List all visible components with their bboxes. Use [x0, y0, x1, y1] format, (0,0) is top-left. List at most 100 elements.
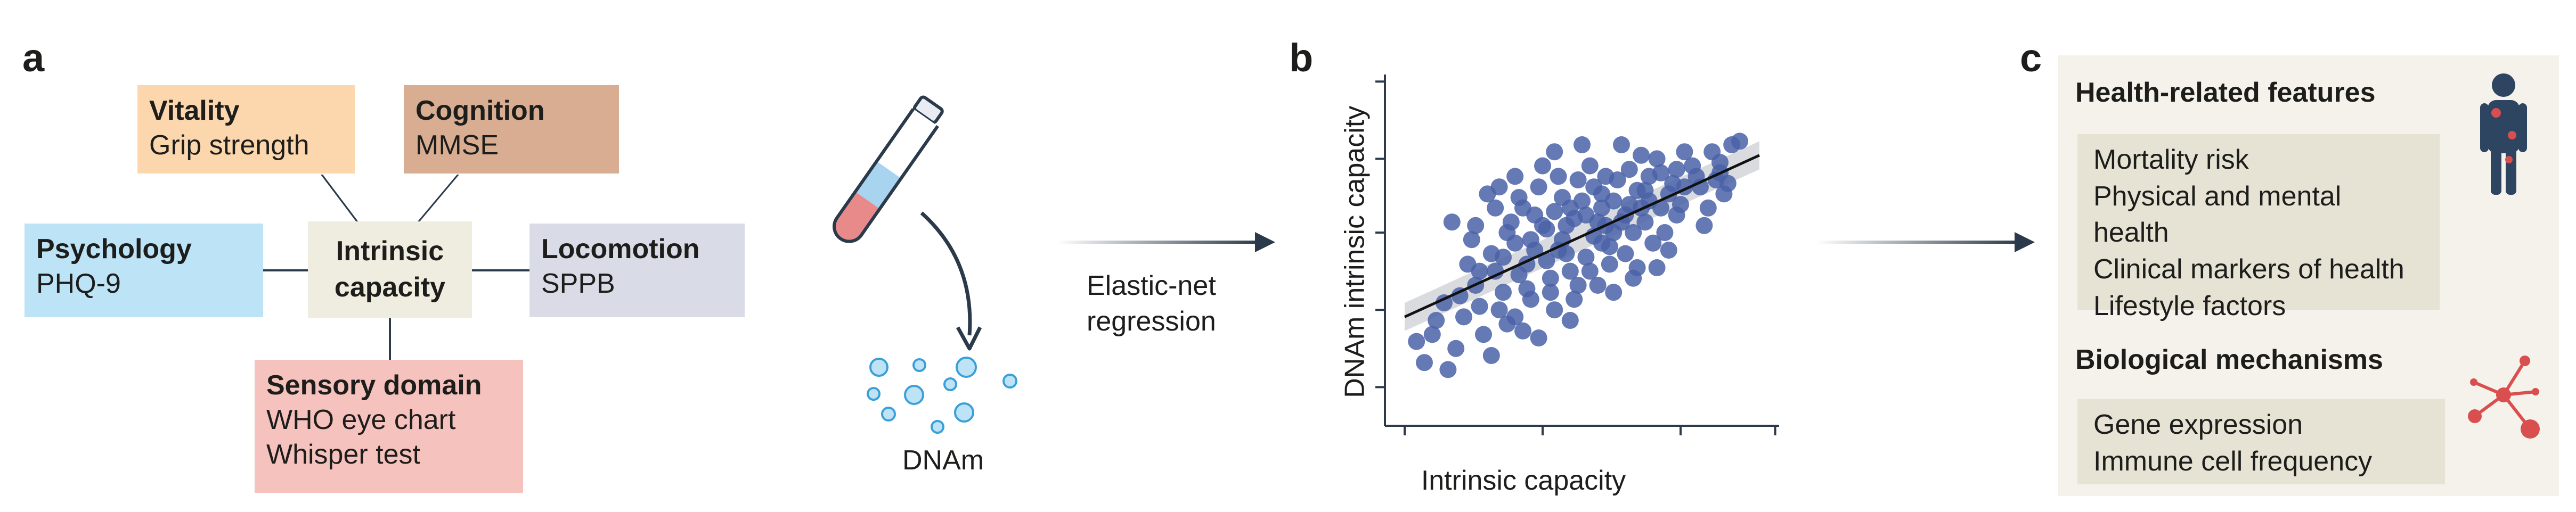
- data-point: [1617, 245, 1634, 262]
- test-tube-icon: [833, 95, 944, 243]
- psychology-title: Psychology: [36, 234, 192, 265]
- data-point: [1625, 269, 1642, 287]
- data-point: [1534, 217, 1551, 234]
- data-point: [1569, 171, 1587, 188]
- data-point: [1436, 294, 1453, 311]
- cognition-title: Cognition: [415, 95, 545, 126]
- data-point: [1542, 269, 1559, 287]
- data-point: [1581, 157, 1599, 175]
- data-point: [1490, 178, 1508, 196]
- data-point: [1416, 354, 1433, 371]
- data-point: [1423, 326, 1441, 343]
- data-point: [1577, 249, 1595, 266]
- connector-line: [321, 175, 359, 222]
- data-point: [1566, 291, 1583, 308]
- elastic-net-line-1: Elastic-net: [1087, 270, 1216, 301]
- data-point: [1648, 259, 1666, 276]
- data-point: [1558, 217, 1575, 234]
- network-node-icon: [2468, 356, 2540, 439]
- elastic-net-line-2: regression: [1087, 305, 1216, 337]
- data-point: [1546, 301, 1563, 319]
- health-item: Clinical markers of health: [2093, 253, 2404, 285]
- sensory-box: Sensory domain WHO eye chart Whisper tes…: [255, 360, 523, 493]
- panel-a-letter: a: [22, 36, 45, 80]
- sensory-title: Sensory domain: [266, 370, 482, 401]
- data-point: [1589, 277, 1607, 294]
- health-item: Physical and mental health: [2093, 180, 2342, 249]
- elastic-net-label: Elastic-net regression: [1087, 268, 1216, 339]
- data-point: [1439, 361, 1457, 378]
- connector-line: [389, 318, 391, 360]
- data-point: [1463, 231, 1480, 249]
- biological-mechanisms-title: Biological mechanisms: [2075, 344, 2383, 375]
- data-point: [1538, 252, 1555, 269]
- data-point: [1447, 340, 1465, 357]
- data-point: [1502, 213, 1520, 231]
- data-point: [1561, 262, 1579, 280]
- data-point: [1482, 347, 1500, 364]
- data-point: [1640, 192, 1658, 210]
- bio-item: Gene expression: [2093, 409, 2303, 440]
- vitality-detail: Grip strength: [149, 130, 309, 161]
- biological-mechanisms-list: Gene expression Immune cell frequency: [2077, 399, 2445, 484]
- health-item: Mortality risk: [2093, 144, 2249, 175]
- connector-line: [472, 269, 529, 271]
- data-point: [1699, 199, 1717, 217]
- data-point: [1695, 217, 1713, 234]
- scatter-chart: [1375, 75, 1779, 435]
- arrow-right-icon: [1816, 232, 2035, 252]
- data-point: [1546, 143, 1563, 161]
- data-point: [1455, 308, 1472, 326]
- cognition-box: Cognition MMSE: [404, 85, 619, 174]
- data-point: [1408, 333, 1425, 350]
- human-body-icon: [2480, 73, 2527, 195]
- center-line-2: capacity: [334, 272, 446, 303]
- data-point: [1546, 203, 1563, 220]
- data-point: [1487, 199, 1504, 217]
- data-point: [1467, 217, 1485, 234]
- data-point: [1530, 178, 1547, 196]
- x-axis-label: Intrinsic capacity: [1421, 465, 1626, 496]
- data-point: [1428, 312, 1445, 329]
- data-point: [1487, 262, 1504, 280]
- data-point: [1569, 277, 1587, 294]
- locomotion-detail: SPPB: [541, 268, 615, 299]
- data-point: [1514, 322, 1531, 340]
- panel-c-letter: c: [2020, 36, 2042, 80]
- data-point: [1574, 192, 1591, 210]
- data-point: [1593, 185, 1610, 203]
- data-point: [1613, 213, 1630, 231]
- data-point: [1601, 255, 1618, 273]
- cognition-detail: MMSE: [415, 130, 499, 161]
- data-point: [1495, 249, 1512, 266]
- data-point: [1530, 329, 1547, 346]
- data-point: [1620, 161, 1638, 178]
- vitality-title: Vitality: [149, 95, 240, 126]
- data-point: [1672, 196, 1689, 213]
- intrinsic-capacity-node: Intrinsic capacity: [308, 221, 472, 318]
- data-point: [1574, 136, 1591, 153]
- locomotion-title: Locomotion: [541, 234, 700, 265]
- regression-line: [1404, 154, 1760, 318]
- panel-b-letter: b: [1289, 36, 1314, 80]
- data-point: [1518, 280, 1536, 298]
- data-point: [1550, 168, 1567, 185]
- data-point: [1648, 150, 1666, 168]
- curved-arrow-icon: [920, 211, 972, 336]
- data-point: [1703, 143, 1721, 161]
- sensory-detail-2: Whisper test: [266, 439, 420, 470]
- data-point: [1506, 168, 1524, 185]
- data-point: [1459, 255, 1477, 273]
- data-point: [1495, 284, 1512, 301]
- psychology-box: Psychology PHQ-9: [25, 224, 263, 317]
- data-point: [1613, 136, 1630, 153]
- test-tube-illustration: [833, 95, 1017, 434]
- data-point: [1510, 266, 1528, 284]
- dnam-label: DNAm: [902, 445, 984, 476]
- data-point: [1510, 189, 1528, 206]
- health-features-title: Health-related features: [2075, 77, 2376, 108]
- data-point: [1558, 245, 1575, 262]
- bio-item: Immune cell frequency: [2093, 445, 2373, 477]
- sensory-detail-1: WHO eye chart: [266, 404, 456, 435]
- health-item: Lifestyle factors: [2093, 290, 2286, 321]
